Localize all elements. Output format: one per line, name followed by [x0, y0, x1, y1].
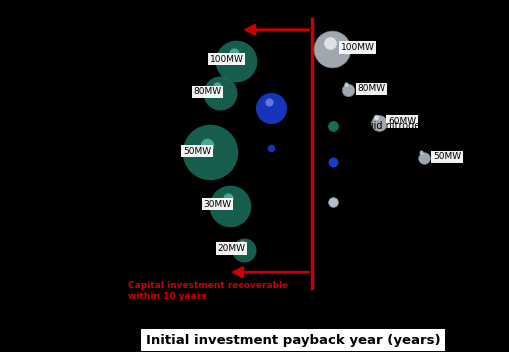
Text: 100MW: 100MW	[209, 55, 243, 64]
Point	[341, 82, 349, 87]
Point	[372, 114, 380, 120]
Point	[416, 150, 425, 155]
Point	[374, 120, 382, 126]
Point	[344, 88, 352, 93]
Text: Initial investment payback year (years): Initial investment payback year (years)	[146, 334, 440, 347]
Point	[266, 145, 274, 151]
Point	[419, 156, 427, 161]
Point	[264, 99, 272, 105]
Point	[205, 150, 213, 155]
Text: 50MW: 50MW	[432, 152, 460, 162]
Point	[232, 58, 240, 64]
Point	[215, 90, 223, 96]
Text: 50MW: 50MW	[183, 146, 211, 156]
Text: 80MW: 80MW	[357, 84, 385, 93]
Text: 100MW: 100MW	[341, 43, 374, 52]
Text: Capital investment recoverable
within 10 years: Capital investment recoverable within 10…	[128, 281, 288, 301]
Text: 20MW: 20MW	[217, 244, 245, 253]
Point	[240, 247, 248, 253]
Point	[229, 51, 237, 56]
Point	[327, 46, 335, 52]
Text: Energy savings
Crude oil conversion
(kL/year): Energy savings Crude oil conversion (kL/…	[20, 110, 64, 246]
Point	[266, 105, 274, 111]
Text: 80MW: 80MW	[193, 87, 221, 96]
Point	[213, 83, 221, 89]
Text: 30MW: 30MW	[203, 200, 231, 209]
Point	[237, 240, 245, 245]
Point	[223, 195, 231, 201]
Text: 60MW: 60MW	[387, 117, 415, 126]
Point	[325, 40, 333, 46]
Point	[225, 203, 234, 208]
Point	[203, 142, 211, 148]
